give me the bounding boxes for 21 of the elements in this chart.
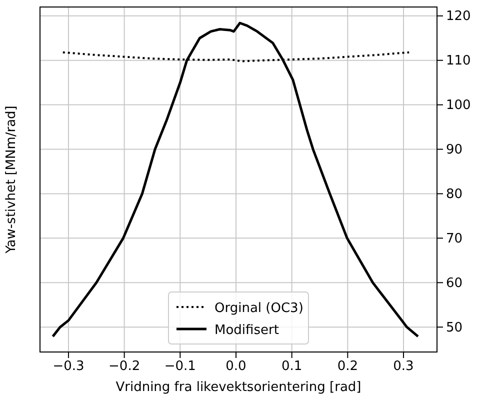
line-series [62, 51, 410, 62]
x-tick-label: 0.1 [281, 359, 302, 374]
x-tick-label: −0.1 [164, 359, 196, 374]
y-axis-title: Yaw-stivhet [MNm/rad] [4, 106, 19, 254]
y-tick-label: 50 [446, 320, 463, 336]
x-tick-label: 0.2 [337, 359, 358, 374]
legend-label: Modifisert [214, 323, 279, 338]
legend-label: Orginal (OC3) [214, 301, 304, 316]
x-tick-label: 0.0 [226, 359, 246, 374]
y-tick-label: 120 [446, 9, 471, 24]
y-tick-label: 90 [446, 142, 463, 158]
line-series [52, 22, 420, 338]
y-tick-label: 110 [446, 54, 471, 69]
y-tick-label: 100 [446, 98, 471, 113]
x-axis-title: Vridning fra likevektsorientering [rad] [116, 380, 362, 395]
y-tick-label: 70 [446, 231, 463, 246]
x-tick-label: 0.3 [393, 359, 414, 374]
x-tick-label: −0.3 [52, 359, 84, 374]
x-tick-label: −0.2 [108, 359, 140, 374]
y-tick-label: 60 [446, 276, 463, 291]
y-tick-label: 80 [446, 186, 463, 202]
